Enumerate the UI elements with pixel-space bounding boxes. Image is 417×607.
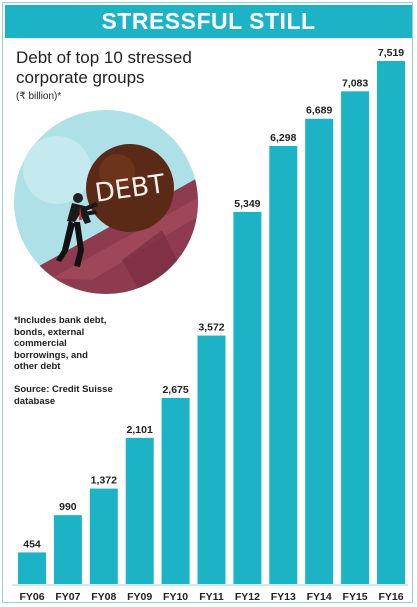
data-label: 7,519 <box>378 47 404 59</box>
data-label: 1,372 <box>91 475 117 487</box>
footnote-line: commercial <box>14 338 67 349</box>
bar-fy09 <box>125 437 154 584</box>
man-pushing-icon <box>56 193 98 267</box>
x-tick-label: FY06 <box>19 591 44 603</box>
bar-fy13 <box>269 145 298 584</box>
data-label: 6,689 <box>306 105 332 117</box>
bar-fy11 <box>197 335 226 584</box>
bar-fy14 <box>305 118 334 584</box>
footnote-line: other debt <box>14 361 61 372</box>
source-line: Source: Credit Suisse <box>14 384 113 395</box>
x-tick-label: FY11 <box>199 591 224 603</box>
bar-fy08 <box>89 488 118 584</box>
data-label: 2,101 <box>127 424 153 436</box>
footnote: *Includes bank debt, bonds, external com… <box>14 315 149 373</box>
x-tick-label: FY15 <box>343 591 368 603</box>
data-label: 6,298 <box>270 132 296 144</box>
bar-fy12 <box>233 211 262 584</box>
source-note: Source: Credit Suisse database <box>14 384 144 407</box>
footnote-line: *Includes bank debt, <box>14 315 107 326</box>
x-tick-label: FY07 <box>55 591 80 603</box>
data-label: 990 <box>59 501 77 513</box>
chart-title: Debt of top 10 stressed corporate groups <box>16 48 192 87</box>
bar-fy10 <box>161 397 190 584</box>
data-label: 7,083 <box>342 77 368 89</box>
x-tick-label: FY16 <box>378 591 403 603</box>
x-tick-label: FY09 <box>127 591 152 603</box>
bar-fy07 <box>53 515 82 584</box>
data-label: 454 <box>23 538 41 550</box>
footnote-line: borrowings, and <box>14 349 88 361</box>
footnote-line: bonds, external <box>14 326 85 338</box>
x-tick-label: FY12 <box>235 591 260 603</box>
source-line: database <box>14 395 56 407</box>
x-tick-label: FY13 <box>271 591 296 603</box>
bar-fy15 <box>341 91 370 584</box>
unit-label: (₹ billion)* <box>16 91 62 102</box>
banner-title: STRESSFUL STILL <box>5 5 412 38</box>
bar-fy06 <box>18 552 46 584</box>
bar-fy16 <box>377 61 405 584</box>
x-tick-label: FY08 <box>91 591 116 603</box>
data-label: 3,572 <box>198 322 224 334</box>
data-label: 2,675 <box>162 384 188 396</box>
debt-illustration: DEBT <box>14 110 198 294</box>
x-tick-label: FY14 <box>307 591 332 603</box>
x-tick-label: FY10 <box>163 591 188 603</box>
data-label: 5,349 <box>234 198 260 210</box>
